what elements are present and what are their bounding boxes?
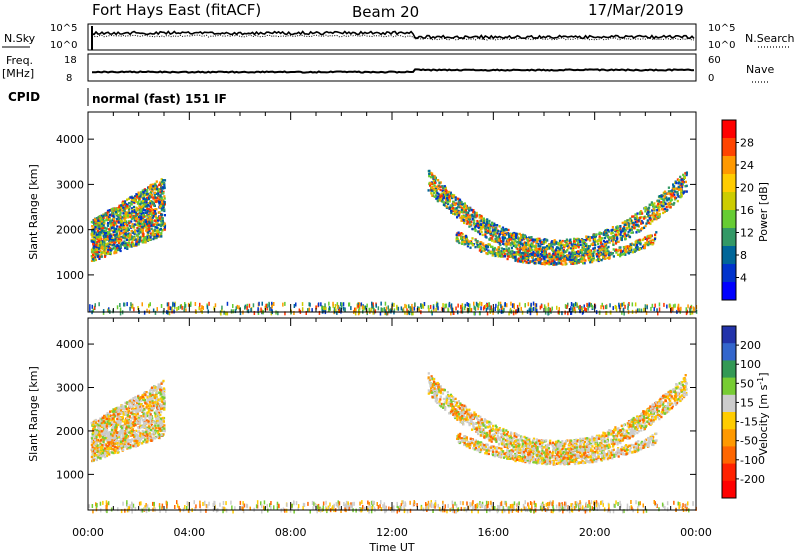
colorbar-tick-label: -200 [740, 473, 765, 486]
power-panel: 1000 2000 3000 4000 Slant Range [km] 28 24 20… [27, 112, 770, 316]
noise-trace [92, 32, 694, 39]
colorbar-swatch [722, 429, 736, 447]
colorbar-tick-label: 16 [740, 204, 754, 217]
y-tick-label: 3000 [56, 382, 84, 395]
y-tick-label: 1000 [56, 468, 84, 481]
y-tick-label: 3000 [56, 178, 84, 191]
colorbar-tick-label: 28 [740, 137, 754, 150]
y-tick-label: 4000 [56, 338, 84, 351]
noise-tick-bottom-left: 10^0 [50, 40, 77, 51]
x-tick-label: 16:00 [477, 526, 509, 539]
nsearch-label: N.Search [745, 32, 795, 45]
colorbar-tick-label: -50 [740, 435, 758, 448]
y-tick-label: 2000 [56, 224, 84, 237]
x-tick-label: 00:00 [72, 526, 104, 539]
colorbar-swatch [722, 174, 736, 193]
velocity-panel: 1000 2000 3000 4000 Slant Range [km] 200 100… [27, 318, 770, 514]
freq-label: Freq. [6, 54, 33, 67]
colorbar-swatch [722, 446, 736, 464]
colorbar-swatch [722, 378, 736, 396]
y-tick-label: 1000 [56, 269, 84, 282]
colorbar-tick-label: 8 [740, 249, 747, 262]
colorbar-swatch [722, 343, 736, 361]
power-ylabel: Slant Range [km] [27, 164, 40, 260]
nave-label: Nave [746, 63, 774, 76]
nsky-label: N.Sky [4, 32, 36, 45]
frequency-panel: Freq. [MHz] 18 8 60 0 Nave [2, 54, 774, 84]
power-colorbar: 28 24 20 16 12 8 4 [722, 120, 754, 301]
cpid-label: CPID [8, 90, 40, 104]
power-colorbar-label: Power [dB] [757, 182, 770, 242]
colorbar-swatch [722, 192, 736, 211]
freq-unit-label: [MHz] [2, 67, 34, 80]
colorbar-swatch [722, 246, 736, 265]
cpid-value: normal (fast) 151 IF [92, 92, 227, 106]
freq-tick-bottom: 8 [66, 73, 72, 84]
y-tick-label: 2000 [56, 425, 84, 438]
colorbar-swatch [722, 120, 736, 139]
date-label: 17/Mar/2019 [588, 1, 684, 19]
colorbar-swatch [722, 481, 736, 499]
colorbar-tick-label: 15 [740, 396, 754, 409]
y-tick-label: 4000 [56, 133, 84, 146]
x-tick-label: 08:00 [275, 526, 307, 539]
colorbar-swatch [722, 282, 736, 301]
colorbar-swatch [722, 412, 736, 430]
frequency-trace [92, 69, 694, 72]
noise-tick-top-left: 10^5 [50, 23, 77, 34]
colorbar-swatch [722, 264, 736, 283]
freq-tick-top: 18 [64, 55, 77, 66]
colorbar-tick-label: 100 [740, 358, 761, 371]
colorbar-tick-label: 200 [740, 339, 761, 352]
x-tick-label: 20:00 [579, 526, 611, 539]
colorbar-swatch [722, 138, 736, 157]
colorbar-swatch [722, 210, 736, 229]
colorbar-swatch [722, 395, 736, 413]
colorbar-tick-label: 50 [740, 377, 754, 390]
radar-title: Fort Hays East (fitACF) [92, 1, 261, 19]
noise-panel: N.Sky 10^5 10^0 10^5 10^0 N.Search [2, 23, 795, 51]
x-tick-label: 04:00 [173, 526, 205, 539]
colorbar-tick-label: 12 [740, 227, 754, 240]
colorbar-tick-label: -15 [740, 416, 758, 429]
velocity-colorbar-label: Velocity [m s-1] [756, 372, 770, 455]
nave-tick-top: 60 [708, 55, 721, 66]
colorbar-swatch [722, 464, 736, 482]
x-tick-label: 12:00 [376, 526, 408, 539]
nave-tick-bottom: 0 [708, 73, 714, 84]
colorbar-swatch [722, 228, 736, 247]
x-tick-label: 00:00 [680, 526, 712, 539]
noise-tick-bottom-right: 10^0 [708, 40, 735, 51]
colorbar-swatch [722, 360, 736, 378]
x-axis-title: Time UT [368, 541, 414, 554]
noise-tick-top-right: 10^5 [708, 23, 735, 34]
beam-label: Beam 20 [352, 3, 419, 21]
colorbar-swatch [722, 326, 736, 344]
velocity-ylabel: Slant Range [km] [27, 366, 40, 462]
colorbar-tick-label: 20 [740, 182, 754, 195]
colorbar-swatch [722, 156, 736, 175]
colorbar-tick-label: 24 [740, 159, 754, 172]
colorbar-tick-label: 4 [740, 272, 747, 285]
